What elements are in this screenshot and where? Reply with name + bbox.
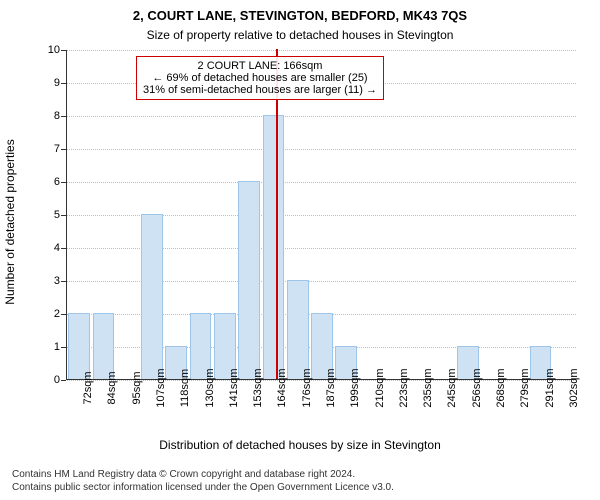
histogram-bar <box>263 115 285 379</box>
x-axis-label: Distribution of detached houses by size … <box>0 438 600 452</box>
y-tick-mark <box>61 83 66 84</box>
x-tick-label: 223sqm <box>398 368 410 407</box>
x-tick-label: 130sqm <box>204 368 216 407</box>
y-tick-label: 0 <box>38 374 60 386</box>
x-tick-label: 268sqm <box>495 368 507 407</box>
grid-line <box>67 149 576 150</box>
y-tick-mark <box>61 347 66 348</box>
x-tick-label: 235sqm <box>422 368 434 407</box>
info-line-2: ← 69% of detached houses are smaller (25… <box>143 72 377 84</box>
histogram-bar <box>68 313 90 379</box>
histogram-bar <box>238 181 260 379</box>
grid-line <box>67 116 576 117</box>
y-tick-mark <box>61 314 66 315</box>
x-tick-label: 187sqm <box>325 368 337 407</box>
chart-container: { "title": "2, COURT LANE, STEVINGTON, B… <box>0 0 600 500</box>
y-tick-mark <box>61 149 66 150</box>
y-tick-mark <box>61 182 66 183</box>
attribution-line-2: Contains public sector information licen… <box>12 481 588 494</box>
x-tick-label: 95sqm <box>131 371 143 404</box>
y-axis-label: Number of detached properties <box>3 122 17 322</box>
histogram-bar <box>141 214 163 379</box>
histogram-bar <box>93 313 115 379</box>
chart-subtitle: Size of property relative to detached ho… <box>0 28 600 42</box>
info-line-1: 2 COURT LANE: 166sqm <box>143 60 377 72</box>
y-tick-label: 9 <box>38 77 60 89</box>
y-tick-label: 5 <box>38 209 60 221</box>
x-tick-label: 84sqm <box>106 371 118 404</box>
x-tick-label: 176sqm <box>301 368 313 407</box>
chart-title: 2, COURT LANE, STEVINGTON, BEDFORD, MK43… <box>0 8 600 23</box>
x-tick-label: 164sqm <box>276 368 288 407</box>
x-tick-label: 279sqm <box>519 368 531 407</box>
y-tick-label: 8 <box>38 110 60 122</box>
grid-line <box>67 50 576 51</box>
x-tick-label: 302sqm <box>568 368 580 407</box>
y-tick-label: 6 <box>38 176 60 188</box>
x-tick-label: 107sqm <box>155 368 167 407</box>
info-box: 2 COURT LANE: 166sqm ← 69% of detached h… <box>136 56 384 100</box>
y-tick-mark <box>61 215 66 216</box>
histogram-bar <box>287 280 309 379</box>
info-line-3: 31% of semi-detached houses are larger (… <box>143 84 377 96</box>
attribution: Contains HM Land Registry data © Crown c… <box>12 468 588 494</box>
x-tick-label: 256sqm <box>471 368 483 407</box>
x-tick-label: 118sqm <box>179 369 191 407</box>
x-tick-label: 153sqm <box>252 368 264 407</box>
x-tick-label: 245sqm <box>446 368 458 407</box>
x-tick-label: 210sqm <box>374 368 386 407</box>
y-tick-label: 2 <box>38 308 60 320</box>
x-tick-label: 141sqm <box>228 368 240 407</box>
y-tick-label: 4 <box>38 242 60 254</box>
grid-line <box>67 182 576 183</box>
y-tick-label: 3 <box>38 275 60 287</box>
y-tick-mark <box>61 380 66 381</box>
y-tick-label: 10 <box>38 44 60 56</box>
y-tick-mark <box>61 50 66 51</box>
y-tick-mark <box>61 116 66 117</box>
y-tick-label: 7 <box>38 143 60 155</box>
y-tick-mark <box>61 248 66 249</box>
x-tick-label: 291sqm <box>544 368 556 407</box>
x-tick-label: 72sqm <box>82 371 94 404</box>
y-tick-mark <box>61 281 66 282</box>
attribution-line-1: Contains HM Land Registry data © Crown c… <box>12 468 588 481</box>
y-tick-label: 1 <box>38 341 60 353</box>
x-tick-label: 199sqm <box>349 368 361 407</box>
